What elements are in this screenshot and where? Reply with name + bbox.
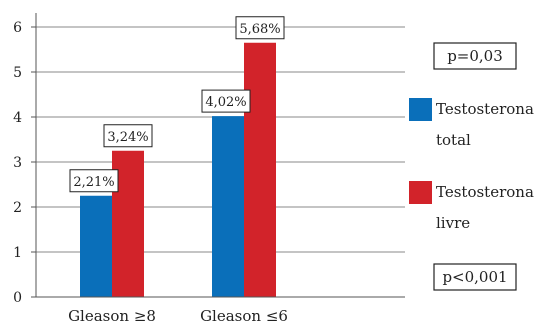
data-label: 3,24% xyxy=(107,130,148,145)
data-label-box xyxy=(69,169,119,193)
p-value-box xyxy=(433,263,517,291)
p-value-box xyxy=(433,42,517,70)
y-tick-labels: 0 1 2 3 4 5 6 xyxy=(13,20,22,306)
data-label: 4,02% xyxy=(205,95,246,110)
legend: Testosterona total Testosterona livre xyxy=(409,98,534,232)
y-tick-label: 2 xyxy=(13,200,22,216)
data-label-box xyxy=(235,16,285,40)
category-label: Gleason ≤6 xyxy=(200,307,288,325)
category-label: Gleason ≥8 xyxy=(68,307,156,325)
data-label: 5,68% xyxy=(239,22,280,37)
y-tick-label: 3 xyxy=(13,155,22,171)
bar xyxy=(80,195,112,297)
data-label-box xyxy=(201,89,251,113)
p-value-annotations: p=0,03 p<0,001 xyxy=(433,42,517,291)
p-value-label: p=0,03 xyxy=(447,47,503,65)
legend-label: Testosterona xyxy=(436,100,534,118)
y-tick-label: 0 xyxy=(13,290,22,306)
legend-swatch xyxy=(409,181,432,204)
y-tick-label: 1 xyxy=(13,245,22,261)
bar xyxy=(212,116,244,297)
legend-label: Testosterona xyxy=(436,183,534,201)
data-label-box xyxy=(103,124,153,148)
data-label: 2,21% xyxy=(73,175,114,190)
y-tick-label: 6 xyxy=(13,20,22,36)
y-tick-label: 4 xyxy=(13,110,22,126)
y-tick-label: 5 xyxy=(13,65,22,81)
bar xyxy=(244,42,276,297)
legend-label: total xyxy=(436,131,471,149)
axes xyxy=(31,13,405,298)
category-labels: Gleason ≥8 Gleason ≤6 xyxy=(68,307,288,325)
bars xyxy=(80,42,276,297)
legend-swatch xyxy=(409,98,432,121)
p-value-label: p<0,001 xyxy=(442,268,507,286)
data-labels: 2,21% 3,24% 4,02% 5,68% xyxy=(69,16,285,193)
legend-label: livre xyxy=(436,214,470,232)
